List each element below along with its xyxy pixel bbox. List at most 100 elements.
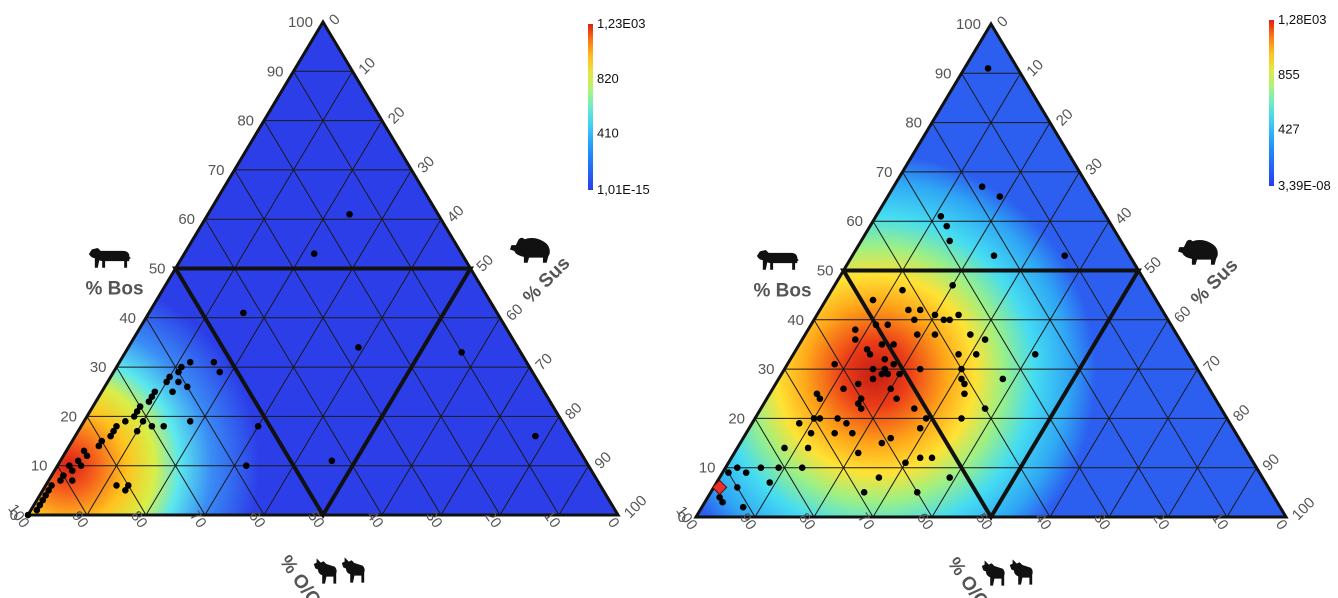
tick-sus: 100 — [1289, 494, 1319, 524]
gridline-oc — [784, 368, 874, 518]
sample-point — [931, 331, 939, 338]
sample-point — [887, 385, 894, 393]
sample-point — [911, 405, 918, 412]
tick-bos: 10 — [31, 458, 48, 475]
colorbar-label-mid-low: 427 — [1278, 122, 1300, 137]
gridline-sus — [1049, 319, 1169, 518]
axis-label-bos: % Bos — [86, 279, 144, 300]
sample-point — [990, 252, 998, 260]
sample-point — [148, 393, 156, 400]
sample-point — [60, 472, 67, 479]
sample-point — [911, 316, 918, 324]
sample-point — [42, 491, 49, 499]
gridline-oc — [961, 73, 1228, 518]
sample-point — [254, 422, 262, 430]
sample-point — [734, 464, 741, 472]
tick-bos: 100 — [956, 16, 981, 33]
gridline-sus — [381, 317, 501, 516]
colorbar-gradient — [1269, 20, 1274, 186]
sample-point — [852, 336, 859, 343]
sample-point — [869, 365, 877, 373]
sample-point — [98, 437, 106, 445]
tick-sus: 90 — [591, 449, 615, 473]
colorbar: 1,28E03 855 427 3,39E-08 — [1269, 12, 1331, 193]
gridline-sus — [1167, 418, 1228, 518]
sample-point — [163, 378, 170, 386]
sample-point — [130, 413, 138, 420]
gridline-oc — [86, 416, 147, 516]
sample-point — [48, 482, 55, 489]
sample-point — [68, 477, 76, 484]
sample-point — [725, 469, 732, 476]
sample-point — [961, 390, 968, 398]
sample-point — [884, 370, 892, 378]
sample-point — [816, 395, 824, 402]
tick-oc: 0 — [604, 515, 623, 532]
tick-bos: 20 — [728, 410, 745, 427]
sample-point — [122, 418, 129, 425]
sample-point — [854, 380, 862, 388]
sample-point — [66, 462, 73, 470]
tick-sus: 50 — [1141, 254, 1165, 278]
sample-point — [834, 415, 841, 422]
gridline-oc — [145, 317, 265, 516]
sample-point — [905, 306, 912, 314]
sample-point — [719, 498, 726, 506]
tick-oc: 30 — [1090, 510, 1113, 533]
tick-bos: 40 — [119, 310, 136, 327]
tick-bos: 60 — [846, 213, 863, 230]
sample-point — [854, 400, 862, 407]
gridline-sus — [86, 71, 353, 516]
sample-point — [916, 424, 924, 432]
gridline-sus — [499, 416, 560, 516]
sample-point — [113, 422, 120, 430]
sample-point — [151, 388, 159, 396]
colorbar-label-mid-high: 855 — [1278, 67, 1300, 82]
sample-point — [178, 363, 185, 371]
sample-point — [148, 422, 156, 430]
tick-oc: 90 — [736, 510, 759, 533]
sample-point — [869, 375, 877, 383]
sample-point — [113, 482, 120, 489]
tick-bos: 30 — [758, 361, 775, 378]
sample-point — [169, 388, 176, 396]
sample-point — [186, 418, 194, 425]
sample-point — [866, 351, 874, 358]
tick-sus: 20 — [1053, 106, 1077, 130]
tick-sus: 100 — [621, 492, 651, 522]
sample-point — [902, 459, 909, 467]
sample-point — [878, 341, 886, 348]
tick-bos: 80 — [905, 115, 922, 132]
sample-point — [878, 370, 886, 378]
midpoint-triangle — [171, 266, 475, 519]
tick-oc: 80 — [127, 508, 150, 531]
sample-point — [878, 439, 886, 447]
tick-oc: 20 — [481, 508, 504, 531]
pig-icon — [1177, 239, 1218, 265]
sample-point — [978, 183, 986, 190]
colorbar-label-mid-high: 820 — [597, 71, 619, 86]
sample-point — [734, 484, 741, 491]
sample-point — [849, 429, 856, 437]
sample-point — [80, 447, 88, 455]
sample-point — [916, 306, 924, 314]
gridline-sus — [558, 465, 589, 516]
sample-point — [775, 464, 782, 472]
sample-point — [816, 415, 824, 422]
tick-sus: 0 — [326, 11, 344, 29]
gridline-sus — [754, 73, 1021, 518]
sample-point — [184, 383, 191, 391]
sample-point — [857, 405, 865, 412]
sample-point — [946, 316, 953, 324]
sample-point — [958, 415, 965, 422]
pig-icon — [509, 237, 550, 263]
tick-sus: 80 — [1230, 401, 1254, 425]
axis-label-oc: % O/C — [943, 554, 992, 598]
sample-point — [996, 193, 1004, 200]
sample-point — [899, 286, 906, 294]
tick-sus: 10 — [1023, 56, 1047, 80]
sample-point — [139, 418, 147, 425]
tick-bos: 50 — [817, 263, 834, 280]
